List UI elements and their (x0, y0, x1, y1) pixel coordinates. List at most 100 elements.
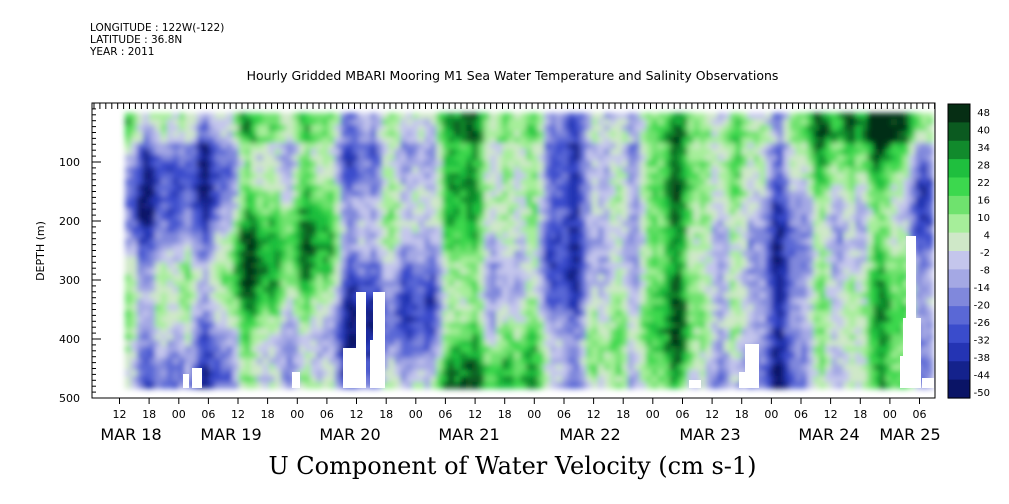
heatmap-cell (711, 202, 719, 210)
heatmap-cell (184, 232, 192, 240)
heatmap-cell (208, 118, 216, 126)
heatmap-cell (705, 256, 713, 264)
heatmap-cell (537, 244, 545, 252)
heatmap-cell (579, 346, 587, 353)
heatmap-cell (723, 220, 731, 228)
heatmap-cell (424, 250, 432, 258)
heatmap-cell (130, 172, 138, 180)
heatmap-cell (298, 142, 306, 150)
heatmap-cell (262, 328, 270, 335)
heatmap-cell (448, 160, 455, 168)
heatmap-cell (639, 166, 647, 174)
heatmap-cell (651, 160, 659, 168)
heatmap-cell (657, 364, 665, 371)
heatmap-cell (328, 226, 336, 234)
heatmap-cell (723, 352, 731, 359)
heatmap-cell (496, 226, 503, 234)
heatmap-cell (220, 113, 228, 120)
heatmap-cell (723, 118, 731, 126)
heatmap-cell (627, 328, 635, 335)
heatmap-cell (148, 232, 156, 240)
heatmap-cell (316, 298, 324, 306)
heatmap-cell (370, 256, 378, 264)
heatmap-cell (280, 250, 288, 258)
heatmap-cell (334, 136, 342, 144)
heatmap-cell (268, 202, 276, 210)
heatmap-cell (591, 298, 599, 306)
heatmap-cell (376, 190, 384, 198)
heatmap-cell (190, 262, 198, 270)
heatmap-cell (154, 352, 162, 359)
heatmap-cell (555, 250, 563, 258)
heatmap-cell (406, 262, 414, 270)
heatmap-cell (220, 178, 228, 186)
heatmap-cell (394, 136, 402, 144)
heatmap-cell (454, 358, 461, 365)
heatmap-cell (232, 316, 240, 324)
heatmap-cell (274, 148, 282, 156)
heatmap-cell (208, 220, 216, 228)
heatmap-cell (322, 226, 330, 234)
heatmap-cell (717, 214, 725, 222)
heatmap-cell (340, 220, 348, 228)
heatmap-cell (496, 268, 503, 276)
heatmap-cell (250, 304, 258, 312)
heatmap-cell (142, 322, 150, 330)
heatmap-cell (687, 238, 695, 246)
heatmap-cell (142, 190, 150, 198)
heatmap-cell (178, 130, 186, 138)
heatmap-cell (597, 184, 605, 192)
heatmap-cell (256, 154, 264, 162)
heatmap-cell (657, 256, 665, 264)
heatmap-cell (292, 238, 300, 246)
heatmap-cell (567, 286, 575, 294)
heatmap-cell (537, 262, 545, 270)
heatmap-cell (190, 160, 198, 168)
heatmap-cell (125, 226, 132, 234)
heatmap-cell (280, 376, 288, 383)
heatmap-cell (394, 220, 402, 228)
heatmap-cell (508, 310, 515, 318)
heatmap-cell (526, 148, 533, 156)
heatmap-cell (723, 268, 731, 276)
heatmap-cell (514, 250, 521, 258)
heatmap-cell (651, 154, 659, 162)
heatmap-cell (472, 238, 479, 246)
heatmap-cell (382, 190, 390, 198)
heatmap-cell (651, 226, 659, 234)
heatmap-cell (543, 286, 551, 294)
heatmap-cell (609, 340, 617, 347)
heatmap-cell (178, 376, 186, 383)
heatmap-cell (526, 364, 533, 371)
heatmap-cell (352, 262, 360, 270)
heatmap-cell (262, 346, 270, 353)
heatmap-cell (735, 262, 743, 270)
heatmap-cell (693, 184, 701, 192)
heatmap-cell (364, 346, 372, 353)
heatmap-cell (531, 202, 539, 210)
heatmap-cell (555, 262, 563, 270)
heatmap-cell (184, 160, 192, 168)
heatmap-cell (591, 256, 599, 264)
heatmap-cell (645, 310, 653, 318)
heatmap-cell (651, 280, 659, 288)
heatmap-cell (382, 208, 390, 216)
heatmap-cell (765, 226, 773, 234)
heatmap-cell (765, 364, 773, 371)
heatmap-cell (747, 220, 755, 228)
heatmap-cell (142, 244, 150, 252)
heatmap-cell (178, 142, 186, 150)
heatmap-cell (597, 160, 605, 168)
heatmap-cell (454, 352, 461, 359)
heatmap-cell (232, 124, 240, 132)
heatmap-cell (286, 226, 294, 234)
heatmap-cell (304, 334, 312, 341)
heatmap-cell (370, 190, 378, 198)
heatmap-cell (304, 178, 312, 186)
heatmap-cell (633, 370, 641, 377)
heatmap-cell (567, 208, 575, 216)
heatmap-cell (735, 340, 743, 347)
heatmap-cell (723, 208, 731, 216)
heatmap-cell (172, 292, 180, 300)
heatmap-cell (250, 340, 258, 347)
